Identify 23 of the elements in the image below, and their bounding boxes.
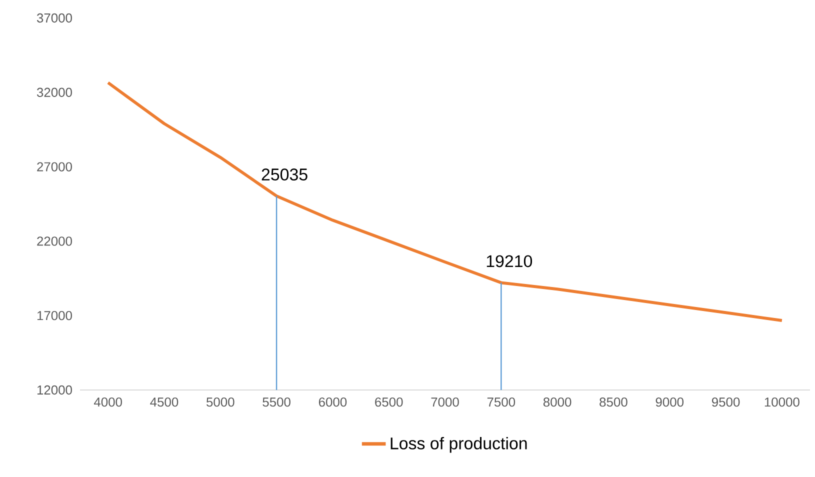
x-tick-label: 9500 [712, 398, 740, 407]
x-tick-label: 9000 [656, 398, 684, 407]
x-tick-label: 5000 [206, 398, 234, 407]
line-series [106, 81, 784, 322]
x-tick-label: 7000 [431, 398, 459, 407]
y-tick-label: 17000 [37, 311, 72, 320]
y-tick-label: 37000 [36, 13, 72, 23]
y-tick-label: 22000 [37, 236, 72, 246]
annotation: 19210 [486, 255, 532, 268]
y-tick-label: 12000 [37, 385, 72, 395]
x-tick-label: 5500 [262, 398, 290, 407]
x-tick-label: 6500 [375, 398, 403, 407]
y-tick-label: 32000 [36, 88, 72, 97]
legend-label: Loss of production [390, 436, 527, 453]
y-tick-label: 27000 [37, 162, 72, 172]
x-tick-label: 6000 [318, 398, 347, 407]
x-tick-label: 4000 [94, 398, 122, 407]
x-tick-label: 7500 [487, 398, 516, 407]
x-tick-label: 8000 [543, 398, 572, 407]
x-tick-label: 10000 [764, 398, 800, 407]
x-tick-label: 4500 [150, 398, 178, 407]
x-tick-label: 8500 [600, 398, 628, 407]
annotation: 25035 [262, 168, 308, 181]
